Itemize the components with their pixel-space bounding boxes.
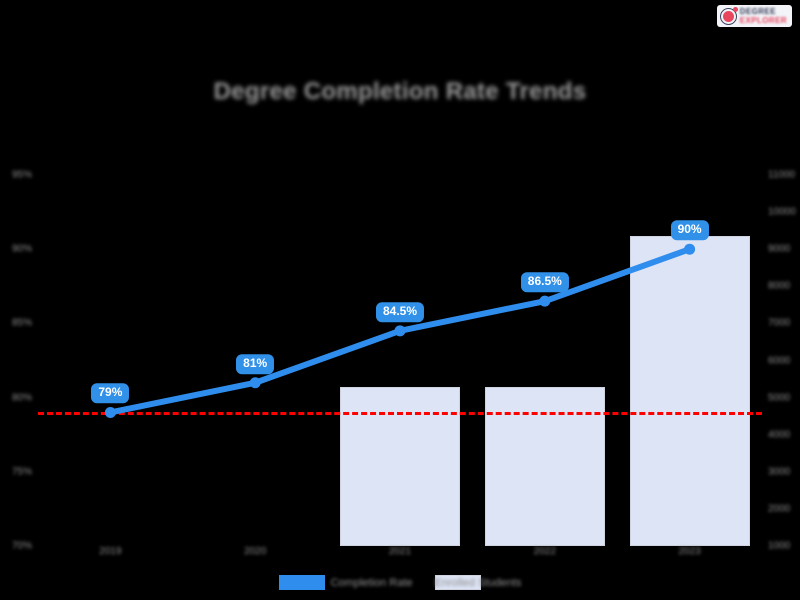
line-marker-2021[interactable] (394, 325, 406, 337)
logo-mark-icon (719, 6, 738, 25)
data-label-2021: 84.5% (375, 302, 425, 322)
data-label-2023: 90% (670, 220, 709, 241)
legend-label-bar: Enrolled Students (434, 576, 522, 589)
data-label-2019: 79% (91, 383, 130, 404)
y-tick-right-5: 6000 (768, 355, 791, 366)
chart-title: Degree Completion Rate Trends (213, 78, 587, 105)
x-tick-2023: 2023 (678, 546, 701, 557)
line-marker-2019[interactable] (104, 406, 116, 418)
line-marker-2022[interactable] (539, 295, 551, 307)
y-tick-left-5: 70% (11, 540, 32, 552)
y-tick-right-10: 1000 (768, 540, 791, 552)
y-axis-left: 95% 90% 85% 80% 75% 70% (0, 170, 36, 552)
y-tick-right-9: 2000 (768, 503, 791, 515)
line-series (104, 243, 696, 418)
y-tick-right-3: 8000 (768, 280, 791, 292)
legend-swatch-bar (434, 575, 481, 590)
x-tick-2022: 2022 (533, 546, 556, 557)
x-tick-2019: 2019 (99, 546, 122, 557)
y-tick-right-0: 11000 (768, 169, 796, 181)
y-tick-right-4: 7000 (768, 317, 791, 329)
x-tick-2021: 2021 (388, 546, 412, 557)
y-axis-right: 11000 10000 9000 8000 7000 6000 5000 4000 3000 20… (764, 170, 800, 552)
y-tick-right-1: 10000 (768, 206, 796, 218)
line-marker-2020[interactable] (249, 377, 261, 389)
legend-item-line[interactable]: Completion Rate (278, 575, 413, 590)
legend-swatch-line (278, 575, 325, 590)
y-tick-right-2: 9000 (768, 243, 791, 255)
y-tick-left-4: 75% (11, 466, 32, 478)
legend-label-line: Completion Rate (330, 576, 413, 589)
logo-line-2: EXPLORER (739, 15, 787, 25)
y-tick-left-2: 85% (11, 317, 32, 329)
plot-area: 79% 81% 84.5% 86.5% 90% (38, 175, 762, 546)
data-label-2022: 86.5% (520, 272, 569, 293)
line-marker-2023[interactable] (684, 243, 696, 255)
bar-2023[interactable] (629, 235, 750, 546)
data-label-2020: 81% (236, 353, 275, 374)
x-tick-2020: 2020 (244, 546, 267, 557)
y-tick-left-3: 80% (11, 392, 32, 404)
y-tick-right-7: 4000 (768, 429, 791, 441)
logo-line-1: DEGREE (739, 6, 776, 16)
y-tick-left-0: 95% (11, 169, 32, 181)
y-tick-right-8: 3000 (768, 466, 791, 478)
legend-item-bar[interactable]: Enrolled Students (434, 575, 522, 590)
y-tick-right-6: 5000 (768, 392, 791, 404)
x-axis-labels: 2019 2020 2021 2022 2023 (38, 546, 762, 566)
y-tick-left-1: 90% (11, 243, 32, 255)
brand-logo: DEGREE EXPLORER (716, 5, 792, 27)
chart-legend: Completion Rate Enrolled Students (0, 575, 800, 590)
reference-line (38, 412, 762, 416)
